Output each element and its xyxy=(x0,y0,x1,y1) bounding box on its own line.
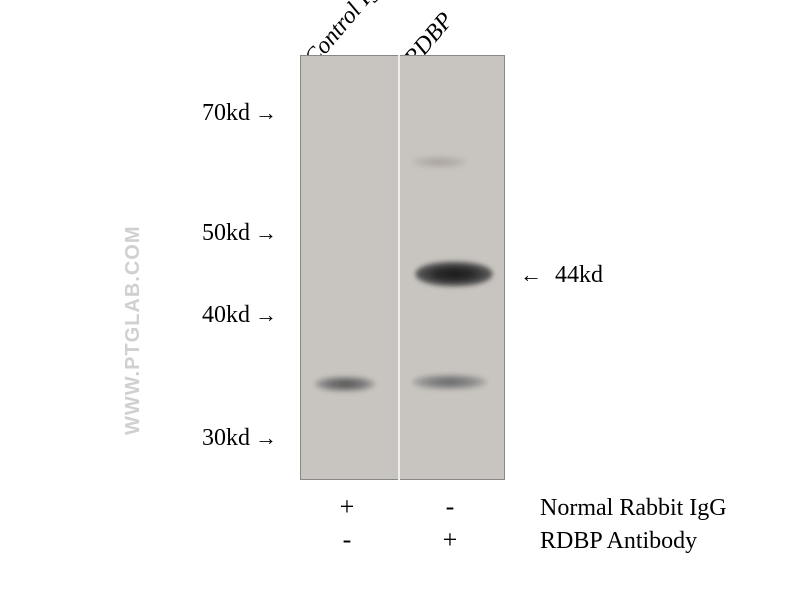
arrow-glyph-50: → xyxy=(255,220,277,245)
mw-label-70: 70kd xyxy=(170,100,250,127)
mw-arrow-50: → xyxy=(255,220,277,246)
cell-r2c2-text: + xyxy=(443,525,458,554)
mw-label-50: 50kd xyxy=(170,220,250,247)
table-cell-r1c1: + xyxy=(327,492,367,522)
mw-text-30: 30kd xyxy=(202,425,250,451)
band-label-44kd: 44kd xyxy=(555,262,603,289)
mw-label-40: 40kd xyxy=(170,302,250,329)
watermark-text: WWW.PTGLAB.COM xyxy=(122,225,145,435)
figure-container: WWW.PTGLAB.COM Control IgG RDBP 70kd → 5… xyxy=(0,0,800,600)
arrow-glyph-70: → xyxy=(255,100,277,125)
mw-arrow-40: → xyxy=(255,302,277,328)
table-cell-r2c2: + xyxy=(430,525,470,555)
mw-text-50: 50kd xyxy=(202,220,250,246)
label-r2-text: RDBP Antibody xyxy=(540,528,697,554)
band-arrow-glyph: ← xyxy=(520,262,542,287)
watermark-label: WWW.PTGLAB.COM xyxy=(122,225,144,435)
arrow-glyph-40: → xyxy=(255,302,277,327)
band-arrow-44kd: ← xyxy=(520,262,542,288)
table-label-r2: RDBP Antibody xyxy=(540,528,697,555)
band-main-44kd xyxy=(415,260,493,288)
mw-label-30: 30kd xyxy=(170,425,250,452)
band-faint-upper xyxy=(412,155,467,169)
cell-r1c1-text: + xyxy=(340,492,355,521)
mw-arrow-70: → xyxy=(255,100,277,126)
arrow-glyph-30: → xyxy=(255,425,277,450)
table-label-r1: Normal Rabbit IgG xyxy=(540,495,727,522)
label-r1-text: Normal Rabbit IgG xyxy=(540,495,727,521)
band-nonspecific-right xyxy=(412,373,487,391)
table-cell-r2c1: - xyxy=(327,525,367,555)
mw-arrow-30: → xyxy=(255,425,277,451)
band-nonspecific-left xyxy=(315,375,375,393)
cell-r1c2-text: - xyxy=(446,492,455,521)
mw-text-70: 70kd xyxy=(202,100,250,126)
band-label-text: 44kd xyxy=(555,262,603,288)
cell-r2c1-text: - xyxy=(343,525,352,554)
lane-divider xyxy=(398,55,400,480)
mw-text-40: 40kd xyxy=(202,302,250,328)
table-cell-r1c2: - xyxy=(430,492,470,522)
